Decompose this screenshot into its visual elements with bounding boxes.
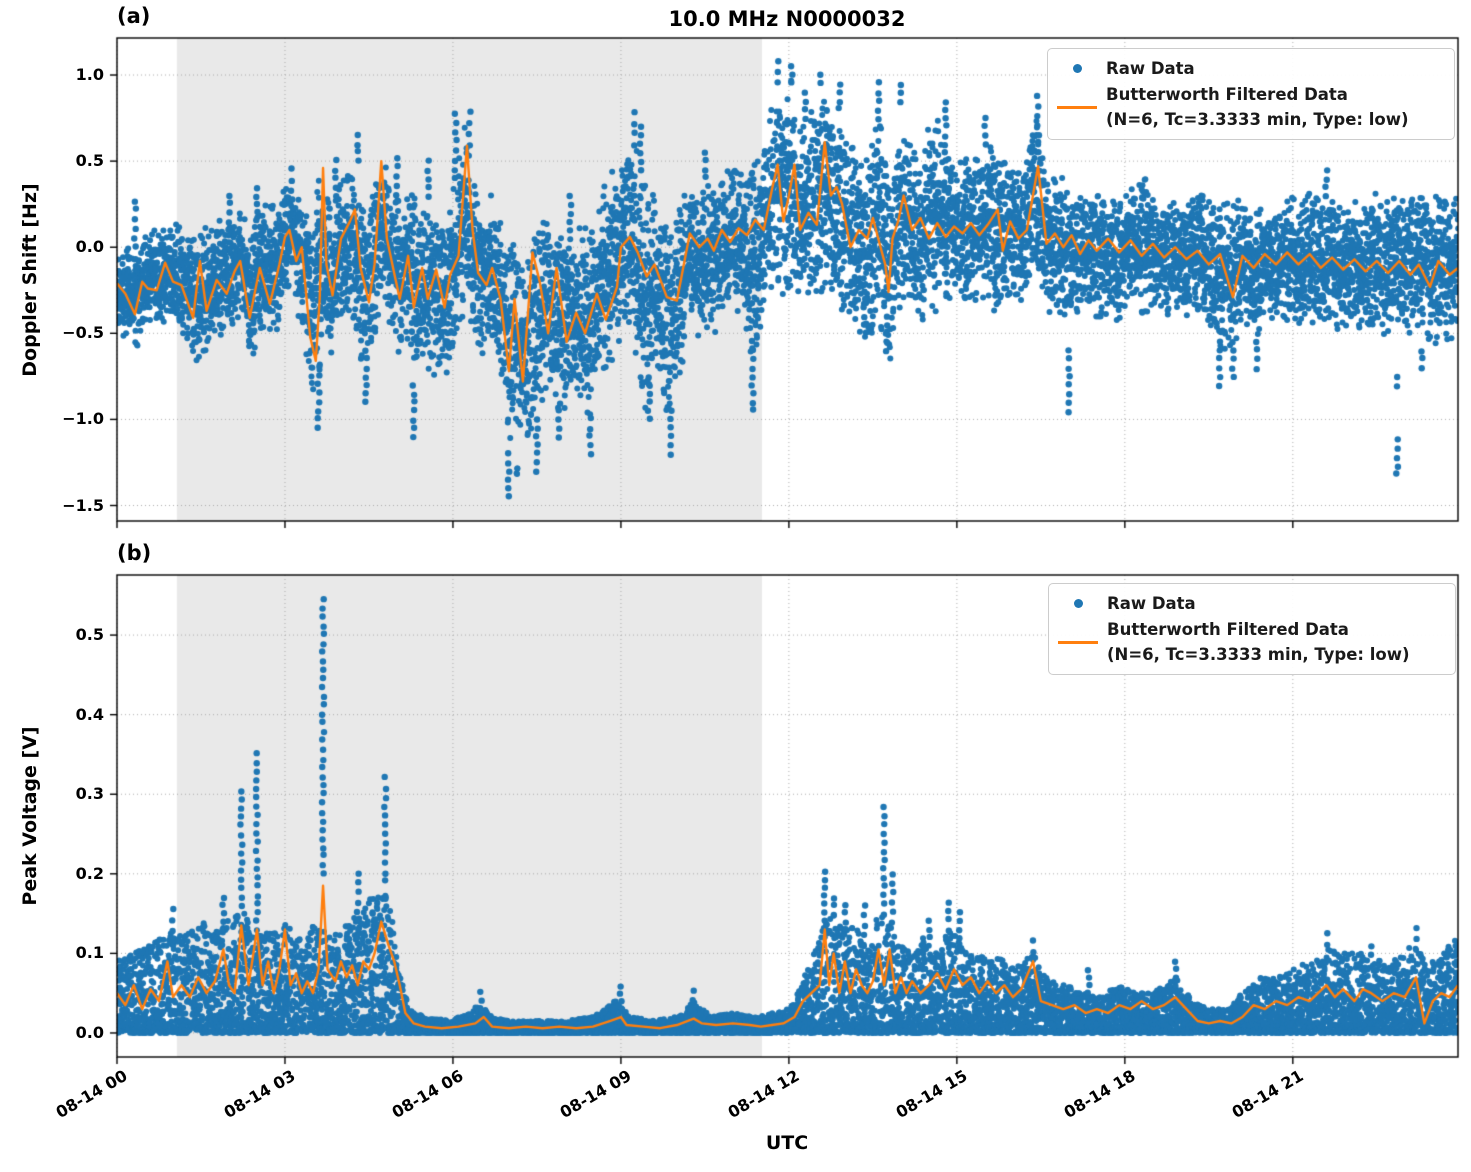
y-axis-label-doppler: Doppler Shift [Hz] (19, 183, 41, 377)
ytick-label-b-1: 0.4 (75, 704, 104, 724)
panel-b-label: (b) (117, 541, 152, 565)
filtered-line-marker-icon (1049, 640, 1107, 644)
filtered-line-marker-icon (1048, 105, 1106, 109)
ytick-label-b-4: 0.1 (75, 943, 104, 963)
ytick-label-a-3: −0.5 (62, 323, 104, 343)
raw-data-marker-icon (1049, 599, 1107, 608)
ytick-label-a-1: 0.5 (75, 151, 104, 171)
legend-panel-a: Raw Data Butterworth Filtered Data (N=6,… (1047, 48, 1455, 140)
ytick-label-b-2: 0.3 (75, 784, 104, 804)
chart-title: 10.0 MHz N0000032 (668, 7, 906, 31)
legend-raw-label: Raw Data (1107, 594, 1196, 613)
legend-filtered-label: Butterworth Filtered Data (1107, 620, 1349, 639)
legend-entry-raw: Raw Data (1049, 590, 1455, 617)
legend-entry-raw: Raw Data (1048, 55, 1454, 82)
raw-data-marker-icon (1048, 64, 1106, 73)
x-axis-label: UTC (765, 1132, 809, 1154)
panel-a-label: (a) (117, 4, 151, 28)
legend-entry-filtered: Butterworth Filtered Data (N=6, Tc=3.333… (1048, 82, 1454, 132)
ytick-label-a-4: −1.0 (62, 409, 104, 429)
ytick-label-b-0: 0.5 (75, 625, 104, 645)
legend-panel-b: Raw Data Butterworth Filtered Data (N=6,… (1048, 583, 1456, 675)
legend-raw-label: Raw Data (1106, 59, 1195, 78)
ytick-label-a-2: 0.0 (75, 237, 104, 257)
ytick-label-b-3: 0.2 (75, 863, 104, 883)
legend-filtered-sublabel: (N=6, Tc=3.3333 min, Type: low) (1106, 110, 1409, 129)
ytick-label-a-0: 1.0 (75, 65, 104, 85)
ytick-label-a-5: −1.5 (62, 495, 104, 515)
legend-filtered-sublabel: (N=6, Tc=3.3333 min, Type: low) (1107, 645, 1410, 664)
ytick-label-b-5: 0.0 (75, 1022, 104, 1042)
legend-entry-filtered: Butterworth Filtered Data (N=6, Tc=3.333… (1049, 617, 1455, 667)
legend-filtered-label: Butterworth Filtered Data (1106, 85, 1348, 104)
y-axis-label-voltage: Peak Voltage [V] (19, 726, 41, 906)
